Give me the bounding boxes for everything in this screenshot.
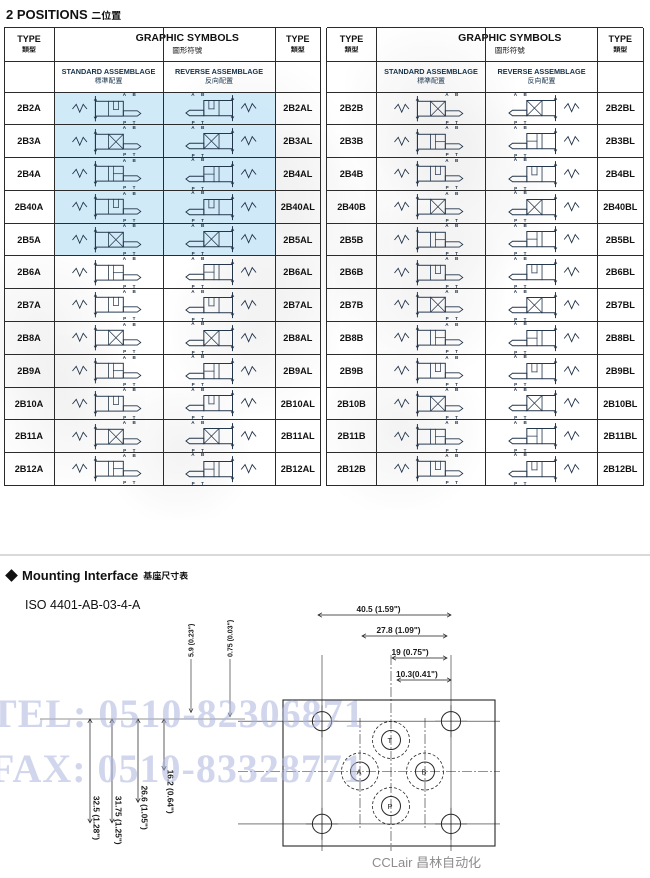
svg-text:T: T [388,736,393,745]
svg-text:27.8 (1.09"): 27.8 (1.09") [377,625,421,635]
svg-text:0.75 (0.03"): 0.75 (0.03") [228,620,235,657]
svg-text:19 (0.75"): 19 (0.75") [392,647,429,657]
svg-text:26.6 (1.05"): 26.6 (1.05") [140,786,150,830]
svg-text:32.5 (1.28"): 32.5 (1.28") [92,796,102,840]
svg-text:5.9 (0.23"): 5.9 (0.23") [189,624,196,657]
svg-text:P: P [388,802,393,811]
svg-text:40.5 (1.59"): 40.5 (1.59") [357,604,401,614]
svg-text:10.3(0.41"): 10.3(0.41") [396,669,438,679]
svg-text:31.75 (1.25"): 31.75 (1.25") [114,796,124,845]
